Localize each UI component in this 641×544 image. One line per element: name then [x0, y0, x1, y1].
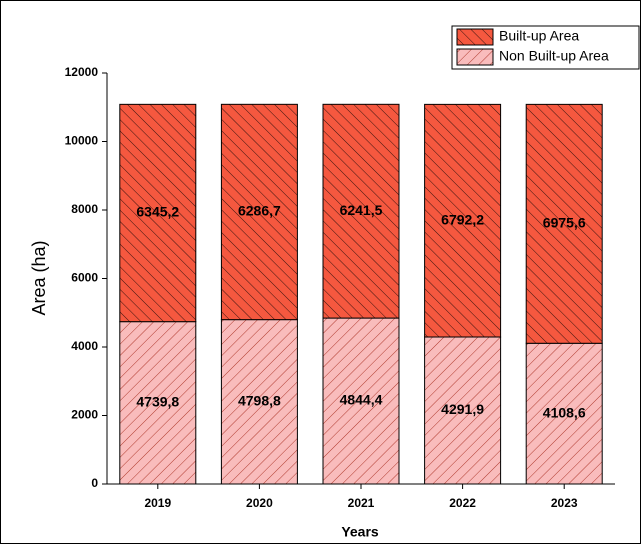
y-tick-label: 4000	[71, 339, 98, 353]
value-label: 4798,8	[238, 393, 281, 409]
y-tick-label: 0	[91, 476, 98, 490]
bar-hatch	[525, 342, 603, 485]
y-tick-label: 2000	[71, 408, 98, 422]
x-tick-label: 2021	[348, 496, 375, 510]
bar-hatch	[424, 336, 502, 485]
bar-hatch	[424, 103, 502, 338]
bar-hatch	[220, 319, 298, 485]
bar-hatch	[322, 317, 400, 485]
value-label: 6975,6	[543, 215, 586, 231]
bar-hatch	[322, 103, 400, 319]
y-tick-label: 12000	[65, 65, 99, 79]
bar-hatch	[119, 321, 197, 485]
x-tick-label: 2019	[144, 496, 171, 510]
value-label: 6286,7	[238, 203, 281, 219]
value-label: 4739,8	[136, 394, 179, 410]
value-label: 4108,6	[543, 404, 586, 420]
value-label: 6241,5	[340, 202, 383, 218]
y-axis-title: Area (ha)	[29, 240, 49, 315]
bar-hatch	[220, 103, 298, 321]
x-axis-title: Years	[341, 524, 379, 540]
x-tick-label: 2022	[449, 496, 476, 510]
value-label: 6792,2	[441, 211, 484, 227]
value-label: 4844,4	[340, 392, 383, 408]
legend-swatch-hatch	[456, 48, 494, 66]
bar-hatch	[525, 103, 603, 344]
value-label: 6345,2	[136, 204, 179, 220]
x-tick-label: 2020	[246, 496, 273, 510]
legend-swatch-hatch	[456, 28, 494, 46]
legend-label: Non Built-up Area	[499, 48, 609, 64]
y-tick-label: 8000	[71, 202, 98, 216]
bar-hatch	[119, 103, 197, 323]
y-tick-label: 6000	[71, 271, 98, 285]
legend-label: Built-up Area	[499, 28, 579, 44]
x-tick-label: 2023	[551, 496, 578, 510]
value-label: 4291,9	[441, 401, 484, 417]
y-tick-label: 10000	[65, 134, 99, 148]
